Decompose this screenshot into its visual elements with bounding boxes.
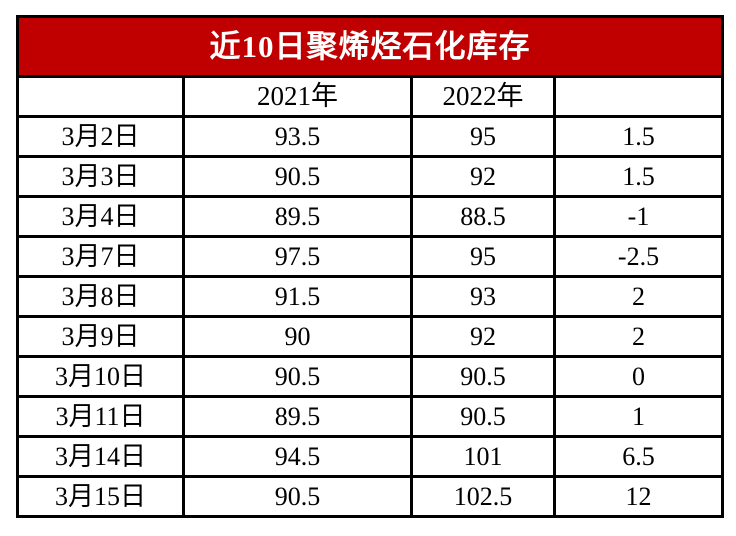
title-row: 近10日聚烯烃石化库存 (16, 15, 724, 78)
diff-cell: 1.5 (553, 155, 724, 198)
table-row: 3月11日 89.5 90.5 1 (16, 395, 724, 438)
inventory-table: 近10日聚烯烃石化库存 2021年 2022年 3月2日 93.5 95 1.5… (16, 15, 724, 518)
diff-cell: 6.5 (553, 435, 724, 478)
value-2022-cell: 92 (410, 155, 556, 198)
diff-cell: 2 (553, 275, 724, 318)
value-2022-cell: 90.5 (410, 395, 556, 438)
diff-cell: -1 (553, 195, 724, 238)
date-cell: 3月15日 (16, 475, 185, 518)
header-row: 2021年 2022年 (16, 75, 724, 118)
value-2022-cell: 102.5 (410, 475, 556, 518)
table-row: 3月3日 90.5 92 1.5 (16, 155, 724, 198)
table-row: 3月7日 97.5 95 -2.5 (16, 235, 724, 278)
diff-cell: 1 (553, 395, 724, 438)
value-2021-cell: 93.5 (182, 115, 413, 158)
value-2022-cell: 88.5 (410, 195, 556, 238)
date-cell: 3月8日 (16, 275, 185, 318)
diff-cell: 1.5 (553, 115, 724, 158)
value-2022-cell: 101 (410, 435, 556, 478)
value-2021-cell: 97.5 (182, 235, 413, 278)
diff-cell: 0 (553, 355, 724, 398)
date-cell: 3月4日 (16, 195, 185, 238)
table-row: 3月14日 94.5 101 6.5 (16, 435, 724, 478)
empty-header-cell (16, 75, 185, 118)
value-2022-cell: 95 (410, 235, 556, 278)
date-cell: 3月9日 (16, 315, 185, 358)
table-title: 近10日聚烯烃石化库存 (16, 15, 724, 78)
value-2021-cell: 90 (182, 315, 413, 358)
value-2021-cell: 94.5 (182, 435, 413, 478)
diff-cell: 12 (553, 475, 724, 518)
diff-cell: 2 (553, 315, 724, 358)
date-cell: 3月14日 (16, 435, 185, 478)
value-2021-cell: 89.5 (182, 395, 413, 438)
year-2022-header: 2022年 (410, 75, 556, 118)
table-row: 3月9日 90 92 2 (16, 315, 724, 358)
empty-header-cell (553, 75, 724, 118)
diff-cell: -2.5 (553, 235, 724, 278)
table-row: 3月10日 90.5 90.5 0 (16, 355, 724, 398)
year-2021-header: 2021年 (182, 75, 413, 118)
value-2021-cell: 89.5 (182, 195, 413, 238)
date-cell: 3月3日 (16, 155, 185, 198)
value-2022-cell: 92 (410, 315, 556, 358)
value-2021-cell: 90.5 (182, 355, 413, 398)
date-cell: 3月2日 (16, 115, 185, 158)
value-2022-cell: 93 (410, 275, 556, 318)
date-cell: 3月10日 (16, 355, 185, 398)
date-cell: 3月7日 (16, 235, 185, 278)
value-2021-cell: 90.5 (182, 155, 413, 198)
value-2022-cell: 90.5 (410, 355, 556, 398)
value-2021-cell: 91.5 (182, 275, 413, 318)
date-cell: 3月11日 (16, 395, 185, 438)
table-row: 3月4日 89.5 88.5 -1 (16, 195, 724, 238)
table-row: 3月2日 93.5 95 1.5 (16, 115, 724, 158)
value-2022-cell: 95 (410, 115, 556, 158)
value-2021-cell: 90.5 (182, 475, 413, 518)
table-row: 3月15日 90.5 102.5 12 (16, 475, 724, 518)
table-row: 3月8日 91.5 93 2 (16, 275, 724, 318)
